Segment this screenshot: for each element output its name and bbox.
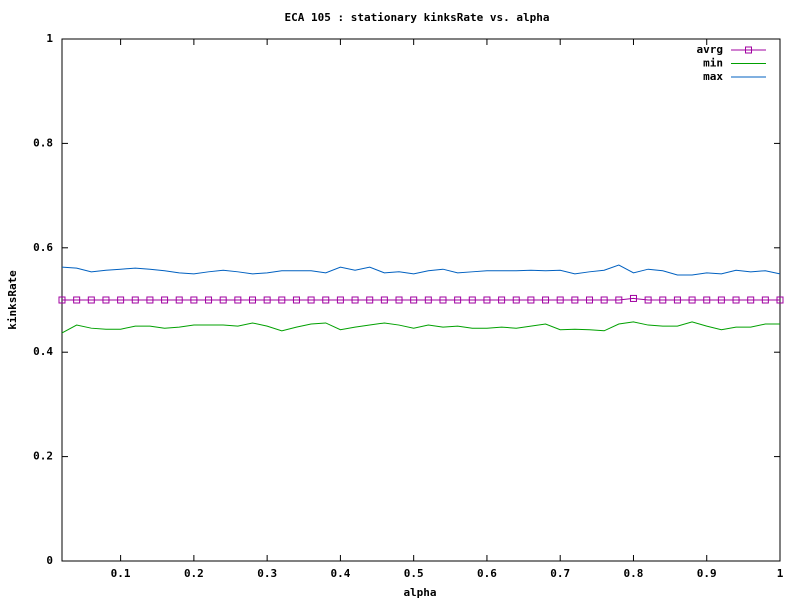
point-marker bbox=[248, 296, 256, 304]
series-line bbox=[61, 264, 781, 276]
legend-label: max bbox=[703, 70, 723, 83]
point-marker bbox=[161, 296, 169, 304]
point-marker bbox=[629, 294, 637, 302]
point-marker bbox=[732, 296, 740, 304]
legend-label: avrg bbox=[697, 43, 724, 56]
point-marker bbox=[278, 296, 286, 304]
point-marker bbox=[571, 296, 579, 304]
point-marker bbox=[747, 296, 755, 304]
point-marker bbox=[659, 296, 667, 304]
x-tick-label: 0.7 bbox=[550, 567, 570, 580]
point-marker bbox=[644, 296, 652, 304]
point-marker bbox=[322, 296, 330, 304]
point-marker bbox=[542, 296, 550, 304]
point-marker bbox=[190, 296, 198, 304]
point-marker bbox=[512, 296, 520, 304]
point-marker bbox=[761, 296, 769, 304]
point-marker bbox=[673, 296, 681, 304]
y-tick-label: 0.2 bbox=[33, 450, 53, 463]
point-marker bbox=[380, 296, 388, 304]
point-marker bbox=[498, 296, 506, 304]
point-marker bbox=[468, 296, 476, 304]
point-marker bbox=[117, 296, 125, 304]
point-marker bbox=[87, 296, 95, 304]
x-tick-label: 0.4 bbox=[330, 567, 350, 580]
point-marker bbox=[586, 296, 594, 304]
x-tick-label: 0.8 bbox=[624, 567, 644, 580]
point-marker bbox=[556, 296, 564, 304]
x-tick-label: 1 bbox=[777, 567, 784, 580]
point-marker bbox=[336, 296, 344, 304]
point-marker bbox=[366, 296, 374, 304]
point-marker bbox=[454, 296, 462, 304]
point-marker bbox=[703, 296, 711, 304]
x-tick-label: 0.1 bbox=[111, 567, 131, 580]
y-tick-label: 0.8 bbox=[33, 136, 53, 149]
point-marker bbox=[146, 296, 154, 304]
point-marker bbox=[776, 296, 784, 304]
point-marker bbox=[307, 296, 315, 304]
point-marker bbox=[410, 296, 418, 304]
x-tick-label: 0.9 bbox=[697, 567, 717, 580]
point-marker bbox=[600, 296, 608, 304]
point-marker bbox=[263, 296, 271, 304]
point-marker bbox=[102, 296, 110, 304]
x-tick-label: 0.3 bbox=[257, 567, 277, 580]
point-marker bbox=[175, 296, 183, 304]
point-marker bbox=[688, 296, 696, 304]
y-axis-label: kinksRate bbox=[6, 270, 19, 330]
point-marker bbox=[234, 296, 242, 304]
y-tick-label: 0.4 bbox=[33, 345, 53, 358]
point-marker bbox=[395, 296, 403, 304]
x-tick-label: 0.5 bbox=[404, 567, 424, 580]
y-tick-label: 1 bbox=[46, 32, 53, 45]
point-marker bbox=[439, 296, 447, 304]
point-marker bbox=[292, 296, 300, 304]
y-tick-label: 0.6 bbox=[33, 241, 53, 254]
legend-label: min bbox=[703, 57, 723, 70]
point-marker bbox=[717, 296, 725, 304]
chart-title: ECA 105 : stationary kinksRate vs. alpha bbox=[285, 11, 550, 24]
point-marker bbox=[58, 296, 66, 304]
series-line bbox=[61, 321, 780, 334]
point-marker bbox=[483, 296, 491, 304]
point-marker bbox=[219, 296, 227, 304]
y-tick-label: 0 bbox=[46, 554, 53, 567]
point-marker bbox=[424, 296, 432, 304]
series-line bbox=[62, 297, 780, 301]
x-tick-label: 0.2 bbox=[184, 567, 204, 580]
point-marker bbox=[615, 296, 623, 304]
point-marker bbox=[351, 296, 359, 304]
x-tick-label: 0.6 bbox=[477, 567, 497, 580]
legend-marker bbox=[745, 46, 752, 54]
point-marker bbox=[73, 296, 81, 304]
point-marker bbox=[527, 296, 535, 304]
x-axis-label: alpha bbox=[403, 586, 436, 599]
point-marker bbox=[131, 296, 139, 304]
point-marker bbox=[205, 296, 213, 304]
